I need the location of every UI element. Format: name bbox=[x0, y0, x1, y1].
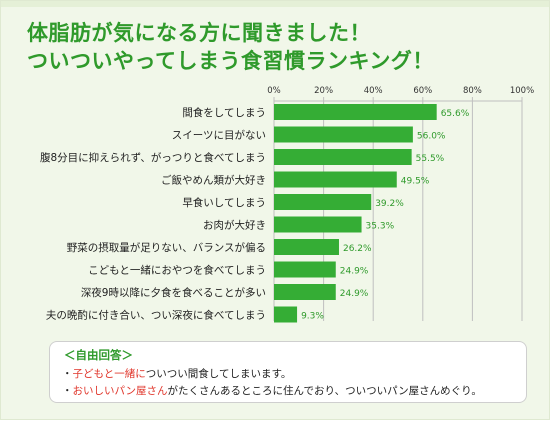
bar bbox=[274, 171, 397, 188]
category-label: 夫の晩酌に付き合い、つい深夜に食べてしまう bbox=[46, 309, 266, 322]
category-label: 腹8分目に抑えられず、がっつりと食べてしまう bbox=[40, 151, 266, 164]
x-tick-label: 80% bbox=[463, 86, 482, 96]
value-label: 65.6% bbox=[441, 109, 470, 119]
callout-text: ついつい間食してしまいます。 bbox=[145, 368, 292, 380]
bar bbox=[274, 149, 412, 165]
value-label: 39.2% bbox=[375, 199, 404, 209]
bar bbox=[274, 104, 437, 120]
callout-bullet: ・ bbox=[62, 368, 73, 380]
value-label: 55.5% bbox=[416, 154, 445, 164]
category-label: ご飯やめん類が大好き bbox=[161, 174, 266, 187]
category-label: 深夜9時以降に夕食を食べることが多い bbox=[81, 286, 266, 299]
x-tick-label: 0% bbox=[267, 86, 281, 96]
value-label: 24.9% bbox=[340, 267, 369, 277]
callout-bullet: ・ bbox=[62, 385, 73, 397]
bar bbox=[274, 216, 362, 233]
category-label: 間食をしてしまう bbox=[182, 106, 266, 119]
title-line-2: ついついやってしまう食習慣ランキング！ bbox=[27, 49, 434, 73]
bar bbox=[274, 306, 298, 323]
callout-line-1: ・子どもと一緒についつい間食してしまいます。 bbox=[62, 366, 291, 381]
x-tick-label: 40% bbox=[364, 86, 383, 96]
bar bbox=[274, 261, 336, 278]
value-label: 49.5% bbox=[401, 177, 430, 187]
bar bbox=[274, 284, 336, 300]
callout-line-2: ・おいしいパン屋さんがたくさんあるところに住んでおり、ついついパン屋さんめぐり。 bbox=[62, 383, 482, 398]
bar bbox=[274, 126, 413, 143]
page-title: 体脂肪が気になる方に聞きました！ ついついやってしまう食習慣ランキング！ bbox=[27, 19, 434, 75]
value-label: 56.0% bbox=[417, 132, 446, 142]
x-tick-label: 100% bbox=[510, 86, 534, 96]
title-line-1: 体脂肪が気になる方に聞きました！ bbox=[27, 21, 371, 45]
callout-heading: ＜自由回答＞ bbox=[64, 348, 133, 362]
value-label: 26.2% bbox=[343, 244, 372, 254]
category-label: こどもと一緒におやつを食べてしまう bbox=[88, 264, 266, 277]
category-label: 野菜の摂取量が足りない、バランスが偏る bbox=[67, 241, 266, 254]
category-label: スイーツに目がない bbox=[172, 129, 266, 142]
value-label: 24.9% bbox=[340, 289, 369, 299]
value-label: 35.3% bbox=[366, 222, 395, 232]
category-label: 早食いしてしまう bbox=[182, 196, 266, 209]
callout-highlight: おいしいパン屋さん bbox=[72, 385, 168, 397]
x-tick-label: 20% bbox=[314, 86, 333, 96]
value-label: 9.3% bbox=[301, 312, 324, 322]
callout-highlight: 子どもと一緒に bbox=[72, 368, 146, 380]
x-tick-label: 60% bbox=[413, 86, 432, 96]
bar bbox=[274, 194, 372, 210]
free-answer-callout: ＜自由回答＞ ・子どもと一緒についつい間食してしまいます。 ・おいしいパン屋さん… bbox=[49, 341, 527, 403]
callout-text: がたくさんあるところに住んでおり、ついついパン屋さんめぐり。 bbox=[167, 385, 482, 397]
bar bbox=[274, 239, 339, 255]
category-label: お肉が大好き bbox=[203, 219, 266, 232]
